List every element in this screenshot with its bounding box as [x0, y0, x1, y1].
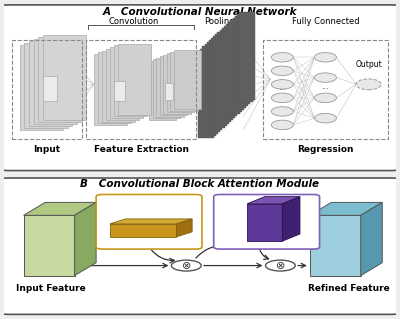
Bar [94, 54, 128, 125]
Bar [20, 45, 63, 130]
Bar [228, 22, 244, 110]
Bar [204, 44, 220, 132]
FancyBboxPatch shape [0, 178, 400, 315]
Polygon shape [310, 202, 382, 215]
Polygon shape [176, 219, 192, 237]
Polygon shape [282, 197, 300, 241]
Text: Pooling: Pooling [204, 17, 235, 26]
Bar [222, 28, 238, 116]
Bar [209, 41, 224, 128]
Bar [110, 47, 143, 118]
Bar [160, 56, 187, 115]
Bar [213, 36, 229, 124]
Bar [102, 50, 135, 122]
Polygon shape [310, 215, 361, 276]
Circle shape [271, 107, 293, 116]
Bar [38, 37, 82, 122]
Text: Output: Output [355, 60, 382, 69]
Text: $\otimes$: $\otimes$ [275, 260, 286, 271]
Bar [114, 81, 125, 101]
FancyBboxPatch shape [214, 195, 320, 249]
Circle shape [314, 73, 336, 82]
Bar [211, 38, 227, 126]
Bar [230, 20, 246, 108]
Bar [170, 52, 198, 111]
Bar [167, 53, 194, 112]
Bar [114, 45, 147, 116]
Bar [24, 43, 68, 128]
Text: Convolution: Convolution [108, 17, 158, 26]
Bar [218, 32, 233, 120]
Text: Channel
Attention Module: Channel Attention Module [116, 200, 182, 219]
Bar [235, 16, 250, 104]
Bar [232, 18, 248, 106]
Bar [34, 39, 77, 124]
Circle shape [356, 79, 381, 90]
Text: Input Feature: Input Feature [16, 284, 86, 293]
Polygon shape [24, 202, 96, 215]
Bar [207, 42, 222, 130]
Bar [165, 83, 173, 100]
Polygon shape [110, 224, 176, 237]
Text: ...: ... [278, 83, 286, 92]
Bar [118, 44, 151, 115]
Bar [174, 50, 201, 109]
Bar [43, 35, 86, 120]
Circle shape [314, 53, 336, 62]
Circle shape [171, 260, 201, 271]
Bar [43, 76, 57, 101]
Text: Input: Input [34, 145, 61, 154]
Bar [163, 55, 190, 114]
Circle shape [271, 53, 293, 62]
Text: Feature Extraction: Feature Extraction [94, 145, 189, 154]
Polygon shape [24, 215, 74, 276]
Polygon shape [247, 197, 300, 204]
Bar [152, 59, 180, 118]
Polygon shape [361, 202, 382, 276]
Circle shape [314, 93, 336, 103]
Bar [220, 30, 235, 118]
Bar [156, 58, 184, 117]
Bar [215, 34, 231, 122]
Polygon shape [110, 219, 192, 224]
Polygon shape [74, 202, 96, 276]
Bar [239, 12, 255, 100]
Circle shape [314, 114, 336, 123]
Text: Refined Feature: Refined Feature [308, 284, 390, 293]
Bar [149, 61, 176, 120]
Bar [106, 49, 139, 120]
Text: B   Convolutional Block Attention Module: B Convolutional Block Attention Module [80, 179, 320, 189]
Bar [98, 52, 131, 123]
Bar [224, 26, 240, 114]
Bar [202, 47, 218, 134]
Bar [29, 41, 72, 126]
FancyBboxPatch shape [0, 5, 400, 171]
Text: Fully Connected: Fully Connected [292, 17, 359, 26]
Text: A   Convolutional Neural Network: A Convolutional Neural Network [103, 7, 297, 17]
Text: ...: ... [322, 82, 329, 91]
Bar [198, 50, 214, 138]
Circle shape [271, 120, 293, 130]
Bar [237, 14, 252, 102]
Bar [226, 24, 242, 112]
FancyBboxPatch shape [96, 195, 202, 249]
Text: Spatial
Attention Module: Spatial Attention Module [226, 200, 292, 219]
Text: Regression: Regression [297, 145, 354, 154]
Circle shape [271, 66, 293, 76]
Circle shape [271, 80, 293, 89]
Circle shape [271, 93, 293, 103]
Text: $\otimes$: $\otimes$ [181, 260, 192, 271]
Circle shape [266, 260, 295, 271]
Bar [200, 48, 216, 137]
Polygon shape [247, 204, 282, 241]
